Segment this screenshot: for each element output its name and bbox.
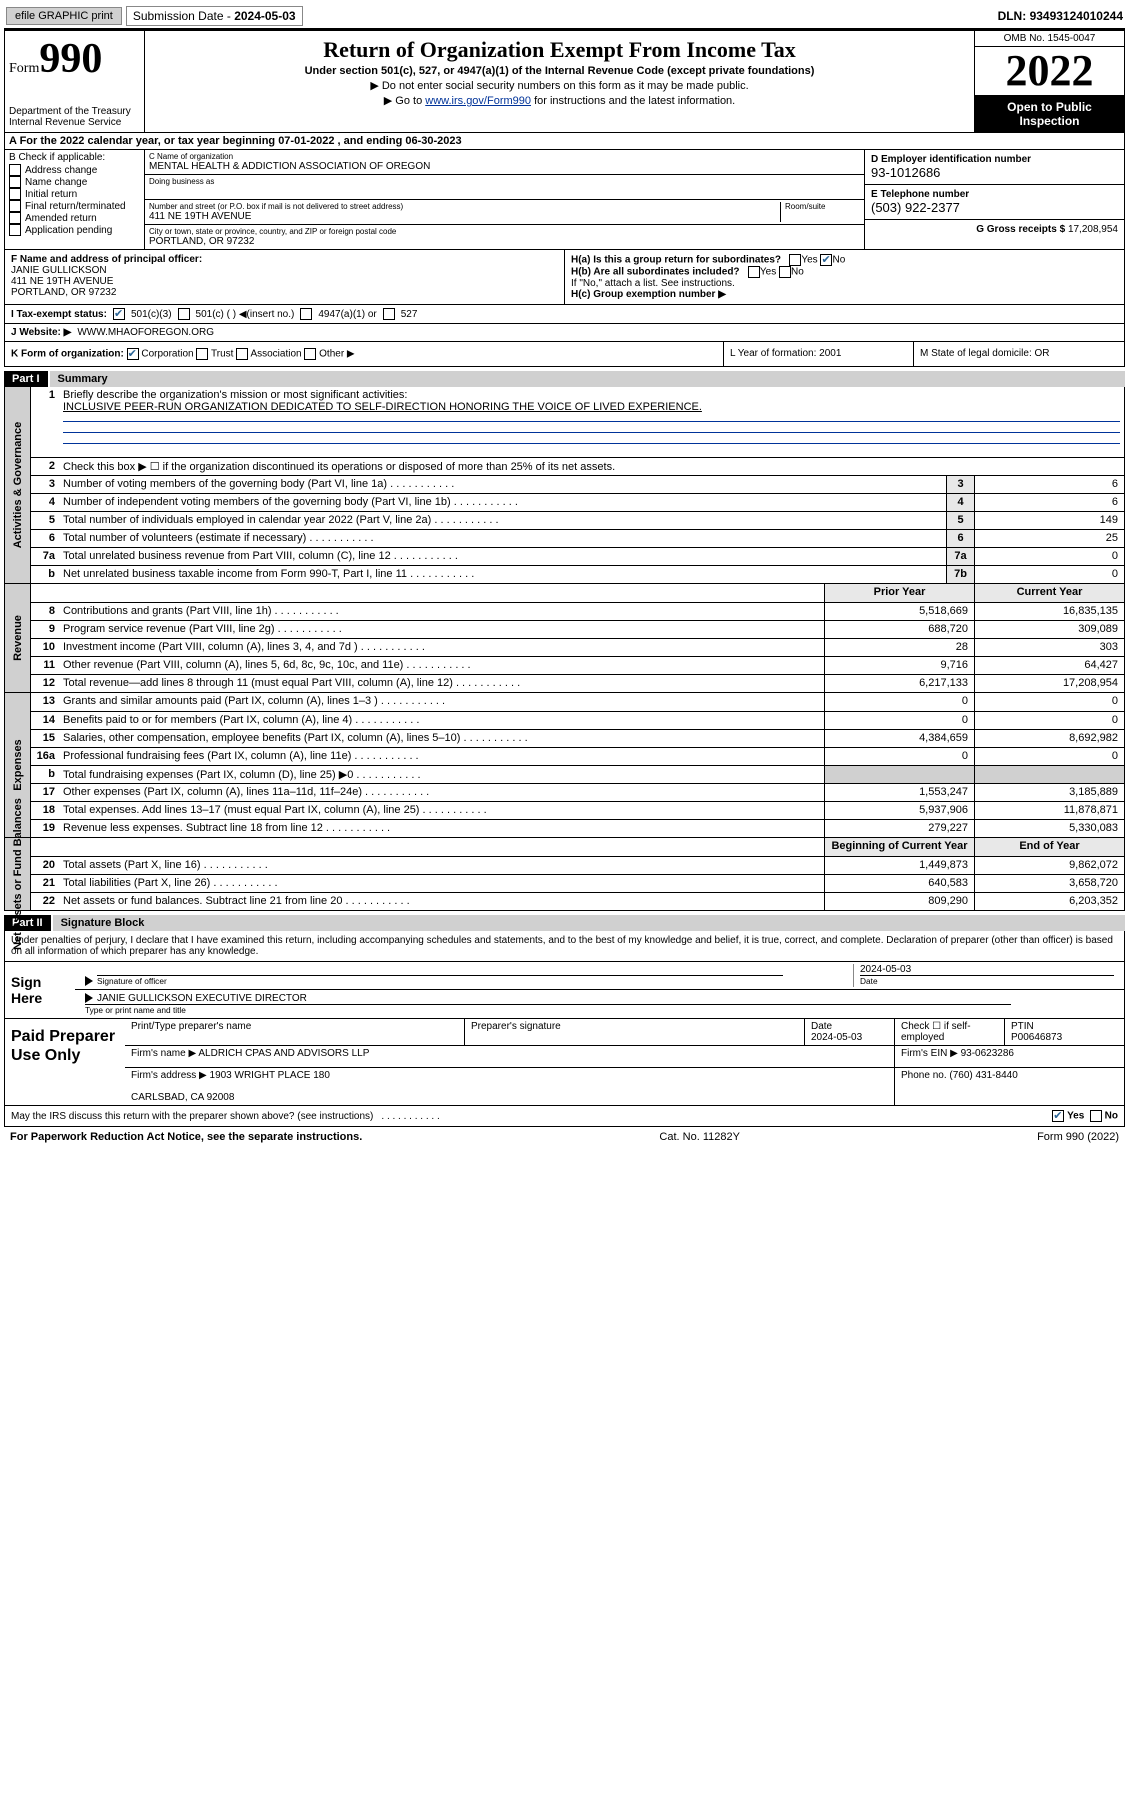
triangle-icon [85, 976, 93, 986]
submission-date: Submission Date - 2024-05-03 [126, 6, 303, 26]
website-row: J Website: ▶ WWW.MHAOFOREGON.ORG [5, 323, 1124, 341]
line-a-tax-year: A For the 2022 calendar year, or tax yea… [4, 133, 1125, 150]
4947-checkbox[interactable] [300, 308, 312, 320]
501c-checkbox[interactable] [178, 308, 190, 320]
part2-bar: Part II Signature Block [4, 915, 1125, 931]
side-label: Activities & Governance [12, 422, 24, 549]
hb-no-checkbox[interactable] [779, 266, 791, 278]
dln: DLN: 93493124010244 [998, 9, 1123, 23]
checkbox-address-change[interactable]: Address change [9, 164, 140, 176]
row-f-h: F Name and address of principal officer:… [4, 250, 1125, 305]
checkbox-initial-return[interactable]: Initial return [9, 188, 140, 200]
ha-no-checkbox[interactable] [820, 254, 832, 266]
form-of-org: K Form of organization: Corporation Trus… [5, 342, 724, 366]
summary-group-1: RevenuePrior YearCurrent Year8Contributi… [4, 584, 1125, 693]
top-bar: efile GRAPHIC print Submission Date - 20… [4, 4, 1125, 30]
omb-number: OMB No. 1545-0047 [975, 31, 1124, 47]
side-label: Revenue [12, 615, 24, 661]
irs-link[interactable]: www.irs.gov/Form990 [425, 95, 531, 107]
group-return: H(a) Is this a group return for subordin… [565, 250, 1124, 304]
summary-group-0: Activities & Governance1Briefly describe… [4, 387, 1125, 584]
signature-declaration: Under penalties of perjury, I declare th… [4, 931, 1125, 962]
header-title-block: Return of Organization Exempt From Incom… [145, 31, 974, 132]
row-i-j: I Tax-exempt status: 501(c)(3) 501(c) ( … [4, 305, 1125, 342]
527-checkbox[interactable] [383, 308, 395, 320]
sign-here-block: Sign Here Signature of officer 2024-05-0… [4, 962, 1125, 1019]
part1-bar: Part I Summary [4, 371, 1125, 387]
form-title: Return of Organization Exempt From Incom… [151, 37, 968, 63]
hb-yes-checkbox[interactable] [748, 266, 760, 278]
discuss-yes-checkbox[interactable] [1052, 1110, 1064, 1122]
other-checkbox[interactable] [304, 348, 316, 360]
corp-checkbox[interactable] [127, 348, 139, 360]
paid-preparer-block: Paid Preparer Use Only Print/Type prepar… [4, 1019, 1125, 1106]
col-c-org-info: C Name of organizationMENTAL HEALTH & AD… [145, 150, 864, 249]
form-990-box: Form990 Department of the Treasury Inter… [5, 31, 145, 132]
entity-block: B Check if applicable: Address change Na… [4, 150, 1125, 250]
row-k-l-m: K Form of organization: Corporation Trus… [4, 342, 1125, 367]
tax-year: 2022 [975, 47, 1124, 96]
summary-group-2: Expenses13Grants and similar amounts pai… [4, 693, 1125, 838]
principal-officer: F Name and address of principal officer:… [5, 250, 565, 304]
dept-treasury: Department of the Treasury Internal Reve… [9, 106, 140, 128]
header-block: Form990 Department of the Treasury Inter… [4, 30, 1125, 133]
summary-group-3: Net Assets or Fund BalancesBeginning of … [4, 838, 1125, 911]
checkbox-final-return-terminated[interactable]: Final return/terminated [9, 200, 140, 212]
discuss-no-checkbox[interactable] [1090, 1110, 1102, 1122]
col-d-ein-block: D Employer identification number93-10126… [864, 150, 1124, 249]
checkbox-application-pending[interactable]: Application pending [9, 224, 140, 236]
footer-bar: For Paperwork Reduction Act Notice, see … [4, 1127, 1125, 1147]
ha-yes-checkbox[interactable] [789, 254, 801, 266]
tax-exempt-status: I Tax-exempt status: 501(c)(3) 501(c) ( … [5, 305, 1124, 323]
public-inspection: Open to Public Inspection [975, 96, 1124, 132]
trust-checkbox[interactable] [196, 348, 208, 360]
checkbox-amended-return[interactable]: Amended return [9, 212, 140, 224]
triangle-icon [85, 993, 93, 1003]
side-label: Expenses [12, 739, 24, 790]
checkbox-name-change[interactable]: Name change [9, 176, 140, 188]
discuss-with-preparer: May the IRS discuss this return with the… [4, 1106, 1125, 1127]
col-b-checkboxes: B Check if applicable: Address change Na… [5, 150, 145, 249]
state-domicile: M State of legal domicile: OR [914, 342, 1124, 366]
side-label: Net Assets or Fund Balances [12, 798, 24, 950]
year-formation: L Year of formation: 2001 [724, 342, 914, 366]
header-right: OMB No. 1545-0047 2022 Open to Public In… [974, 31, 1124, 132]
501c3-checkbox[interactable] [113, 308, 125, 320]
efile-chip[interactable]: efile GRAPHIC print [6, 7, 122, 25]
assoc-checkbox[interactable] [236, 348, 248, 360]
